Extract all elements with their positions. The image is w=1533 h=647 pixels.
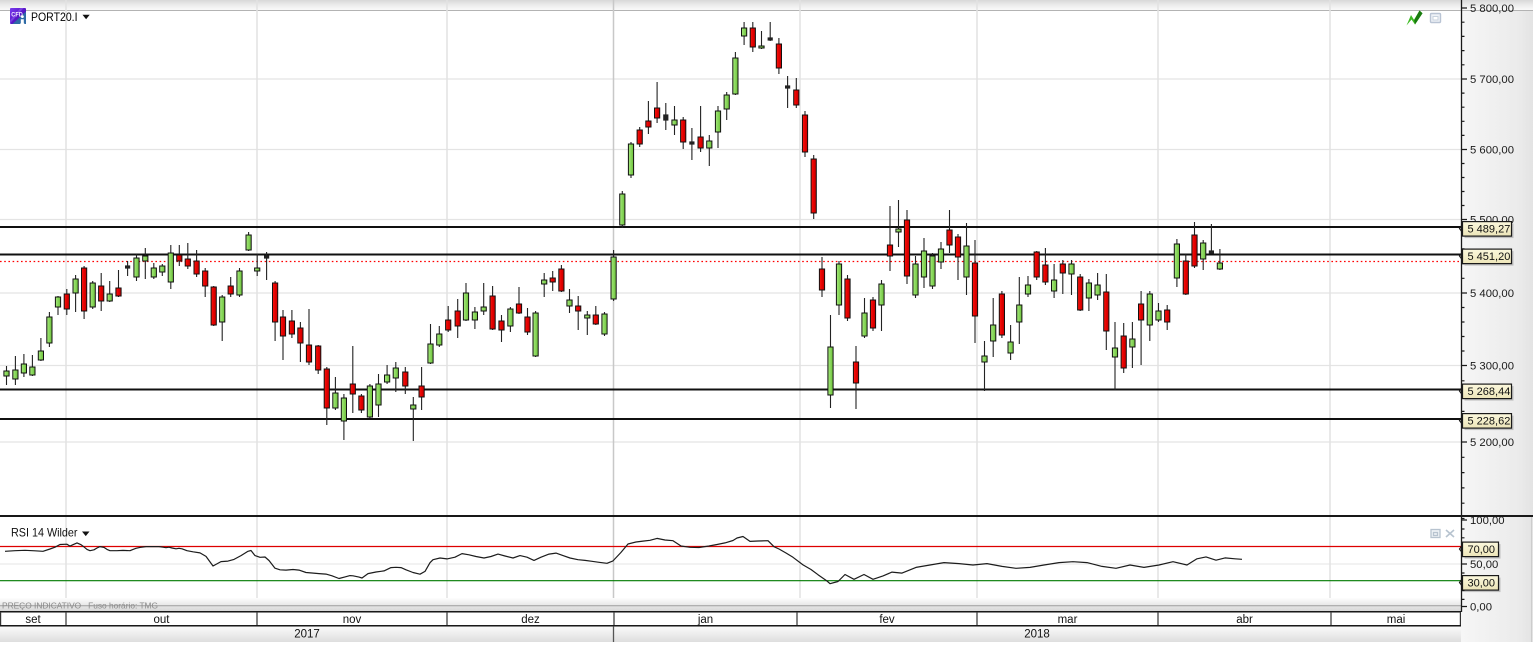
svg-text:2018: 2018	[1024, 629, 1050, 641]
svg-text:5 451,20: 5 451,20	[1468, 251, 1511, 263]
svg-text:5 489,27: 5 489,27	[1468, 224, 1511, 236]
svg-text:5 228,62: 5 228,62	[1468, 416, 1511, 428]
svg-text:5 300,00: 5 300,00	[1470, 361, 1514, 373]
svg-text:PORT20.I: PORT20.I	[31, 10, 78, 24]
svg-text:fev: fev	[879, 614, 895, 626]
svg-text:mai: mai	[1387, 614, 1406, 626]
svg-text:CFD: CFD	[11, 11, 23, 18]
svg-text:dez: dez	[521, 614, 540, 626]
svg-text:0,00: 0,00	[1470, 602, 1492, 614]
svg-text:out: out	[154, 614, 171, 626]
svg-text:PREÇO INDICATIVO Fuso horári: PREÇO INDICATIVO Fuso horário: TMG	[2, 601, 158, 611]
svg-text:70,00: 70,00	[1468, 544, 1496, 556]
svg-text:5 200,00: 5 200,00	[1470, 437, 1514, 449]
svg-text:30,00: 30,00	[1468, 578, 1496, 590]
svg-text:jan: jan	[697, 614, 713, 626]
svg-text:set: set	[25, 614, 41, 626]
svg-text:nov: nov	[343, 614, 362, 626]
svg-text:5 268,44: 5 268,44	[1468, 386, 1511, 398]
svg-text:5 700,00: 5 700,00	[1470, 74, 1514, 86]
svg-text:RSI 14 Wilder: RSI 14 Wilder	[11, 526, 78, 540]
svg-text:2017: 2017	[294, 629, 320, 641]
svg-text:50,00: 50,00	[1470, 559, 1498, 571]
svg-text:5 400,00: 5 400,00	[1470, 288, 1514, 300]
svg-text:5 800,00: 5 800,00	[1470, 3, 1514, 15]
svg-text:5 600,00: 5 600,00	[1470, 145, 1514, 157]
svg-text:mar: mar	[1058, 614, 1078, 626]
svg-text:abr: abr	[1236, 614, 1253, 626]
svg-text:100,00: 100,00	[1470, 515, 1505, 527]
